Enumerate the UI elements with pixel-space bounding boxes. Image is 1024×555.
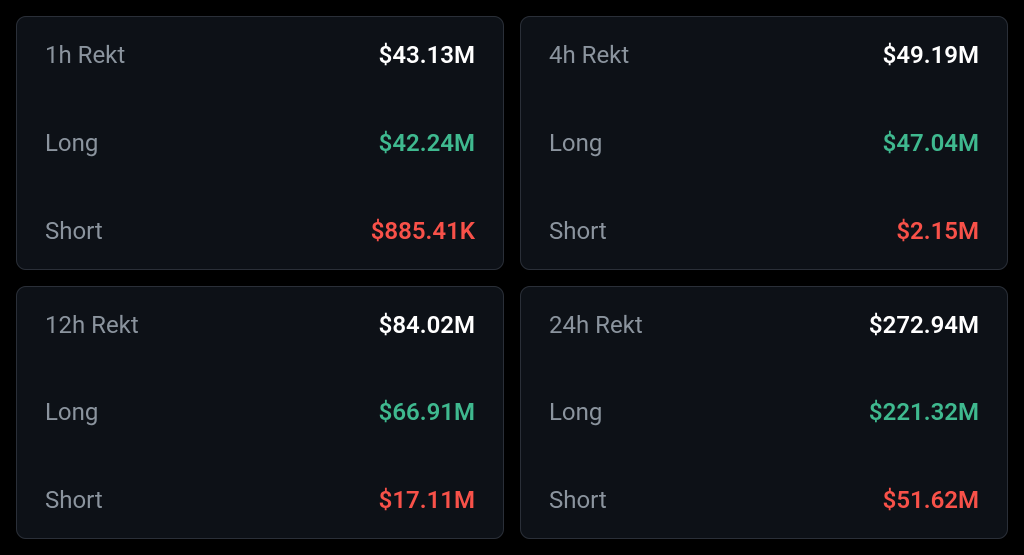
rekt-card-24h: 24h Rekt $272.94M Long $221.32M Short $5… [520,286,1008,540]
rekt-short-row: Short $2.15M [549,217,979,245]
rekt-total-row: 24h Rekt $272.94M [549,311,979,339]
rekt-short-row: Short $51.62M [549,486,979,514]
rekt-short-row: Short $885.41K [45,217,475,245]
rekt-card-12h: 12h Rekt $84.02M Long $66.91M Short $17.… [16,286,504,540]
rekt-short-value: $2.15M [896,217,979,245]
rekt-long-row: Long $66.91M [45,398,475,426]
rekt-long-label: Long [549,129,602,157]
rekt-total-row: 1h Rekt $43.13M [45,41,475,69]
rekt-long-row: Long $42.24M [45,129,475,157]
rekt-total-value: $49.19M [883,41,979,69]
rekt-long-value: $66.91M [379,398,475,426]
rekt-total-row: 4h Rekt $49.19M [549,41,979,69]
rekt-short-label: Short [549,486,607,514]
rekt-short-label: Short [45,217,103,245]
rekt-long-row: Long $47.04M [549,129,979,157]
rekt-short-value: $51.62M [883,486,979,514]
rekt-total-label: 1h Rekt [45,41,125,69]
rekt-card-1h: 1h Rekt $43.13M Long $42.24M Short $885.… [16,16,504,270]
rekt-long-value: $47.04M [883,129,979,157]
rekt-long-row: Long $221.32M [549,398,979,426]
rekt-total-label: 4h Rekt [549,41,629,69]
rekt-total-value: $84.02M [379,311,475,339]
rekt-card-4h: 4h Rekt $49.19M Long $47.04M Short $2.15… [520,16,1008,270]
rekt-total-row: 12h Rekt $84.02M [45,311,475,339]
rekt-long-label: Long [549,398,602,426]
rekt-short-value: $17.11M [379,486,475,514]
rekt-long-label: Long [45,398,98,426]
rekt-total-value: $43.13M [379,41,475,69]
rekt-total-value: $272.94M [869,311,979,339]
rekt-stats-grid: 1h Rekt $43.13M Long $42.24M Short $885.… [16,16,1008,539]
rekt-short-row: Short $17.11M [45,486,475,514]
rekt-long-value: $42.24M [379,129,475,157]
rekt-short-label: Short [45,486,103,514]
rekt-long-value: $221.32M [869,398,979,426]
rekt-total-label: 12h Rekt [45,311,139,339]
rekt-short-label: Short [549,217,607,245]
rekt-long-label: Long [45,129,98,157]
rekt-total-label: 24h Rekt [549,311,643,339]
rekt-short-value: $885.41K [371,217,475,245]
